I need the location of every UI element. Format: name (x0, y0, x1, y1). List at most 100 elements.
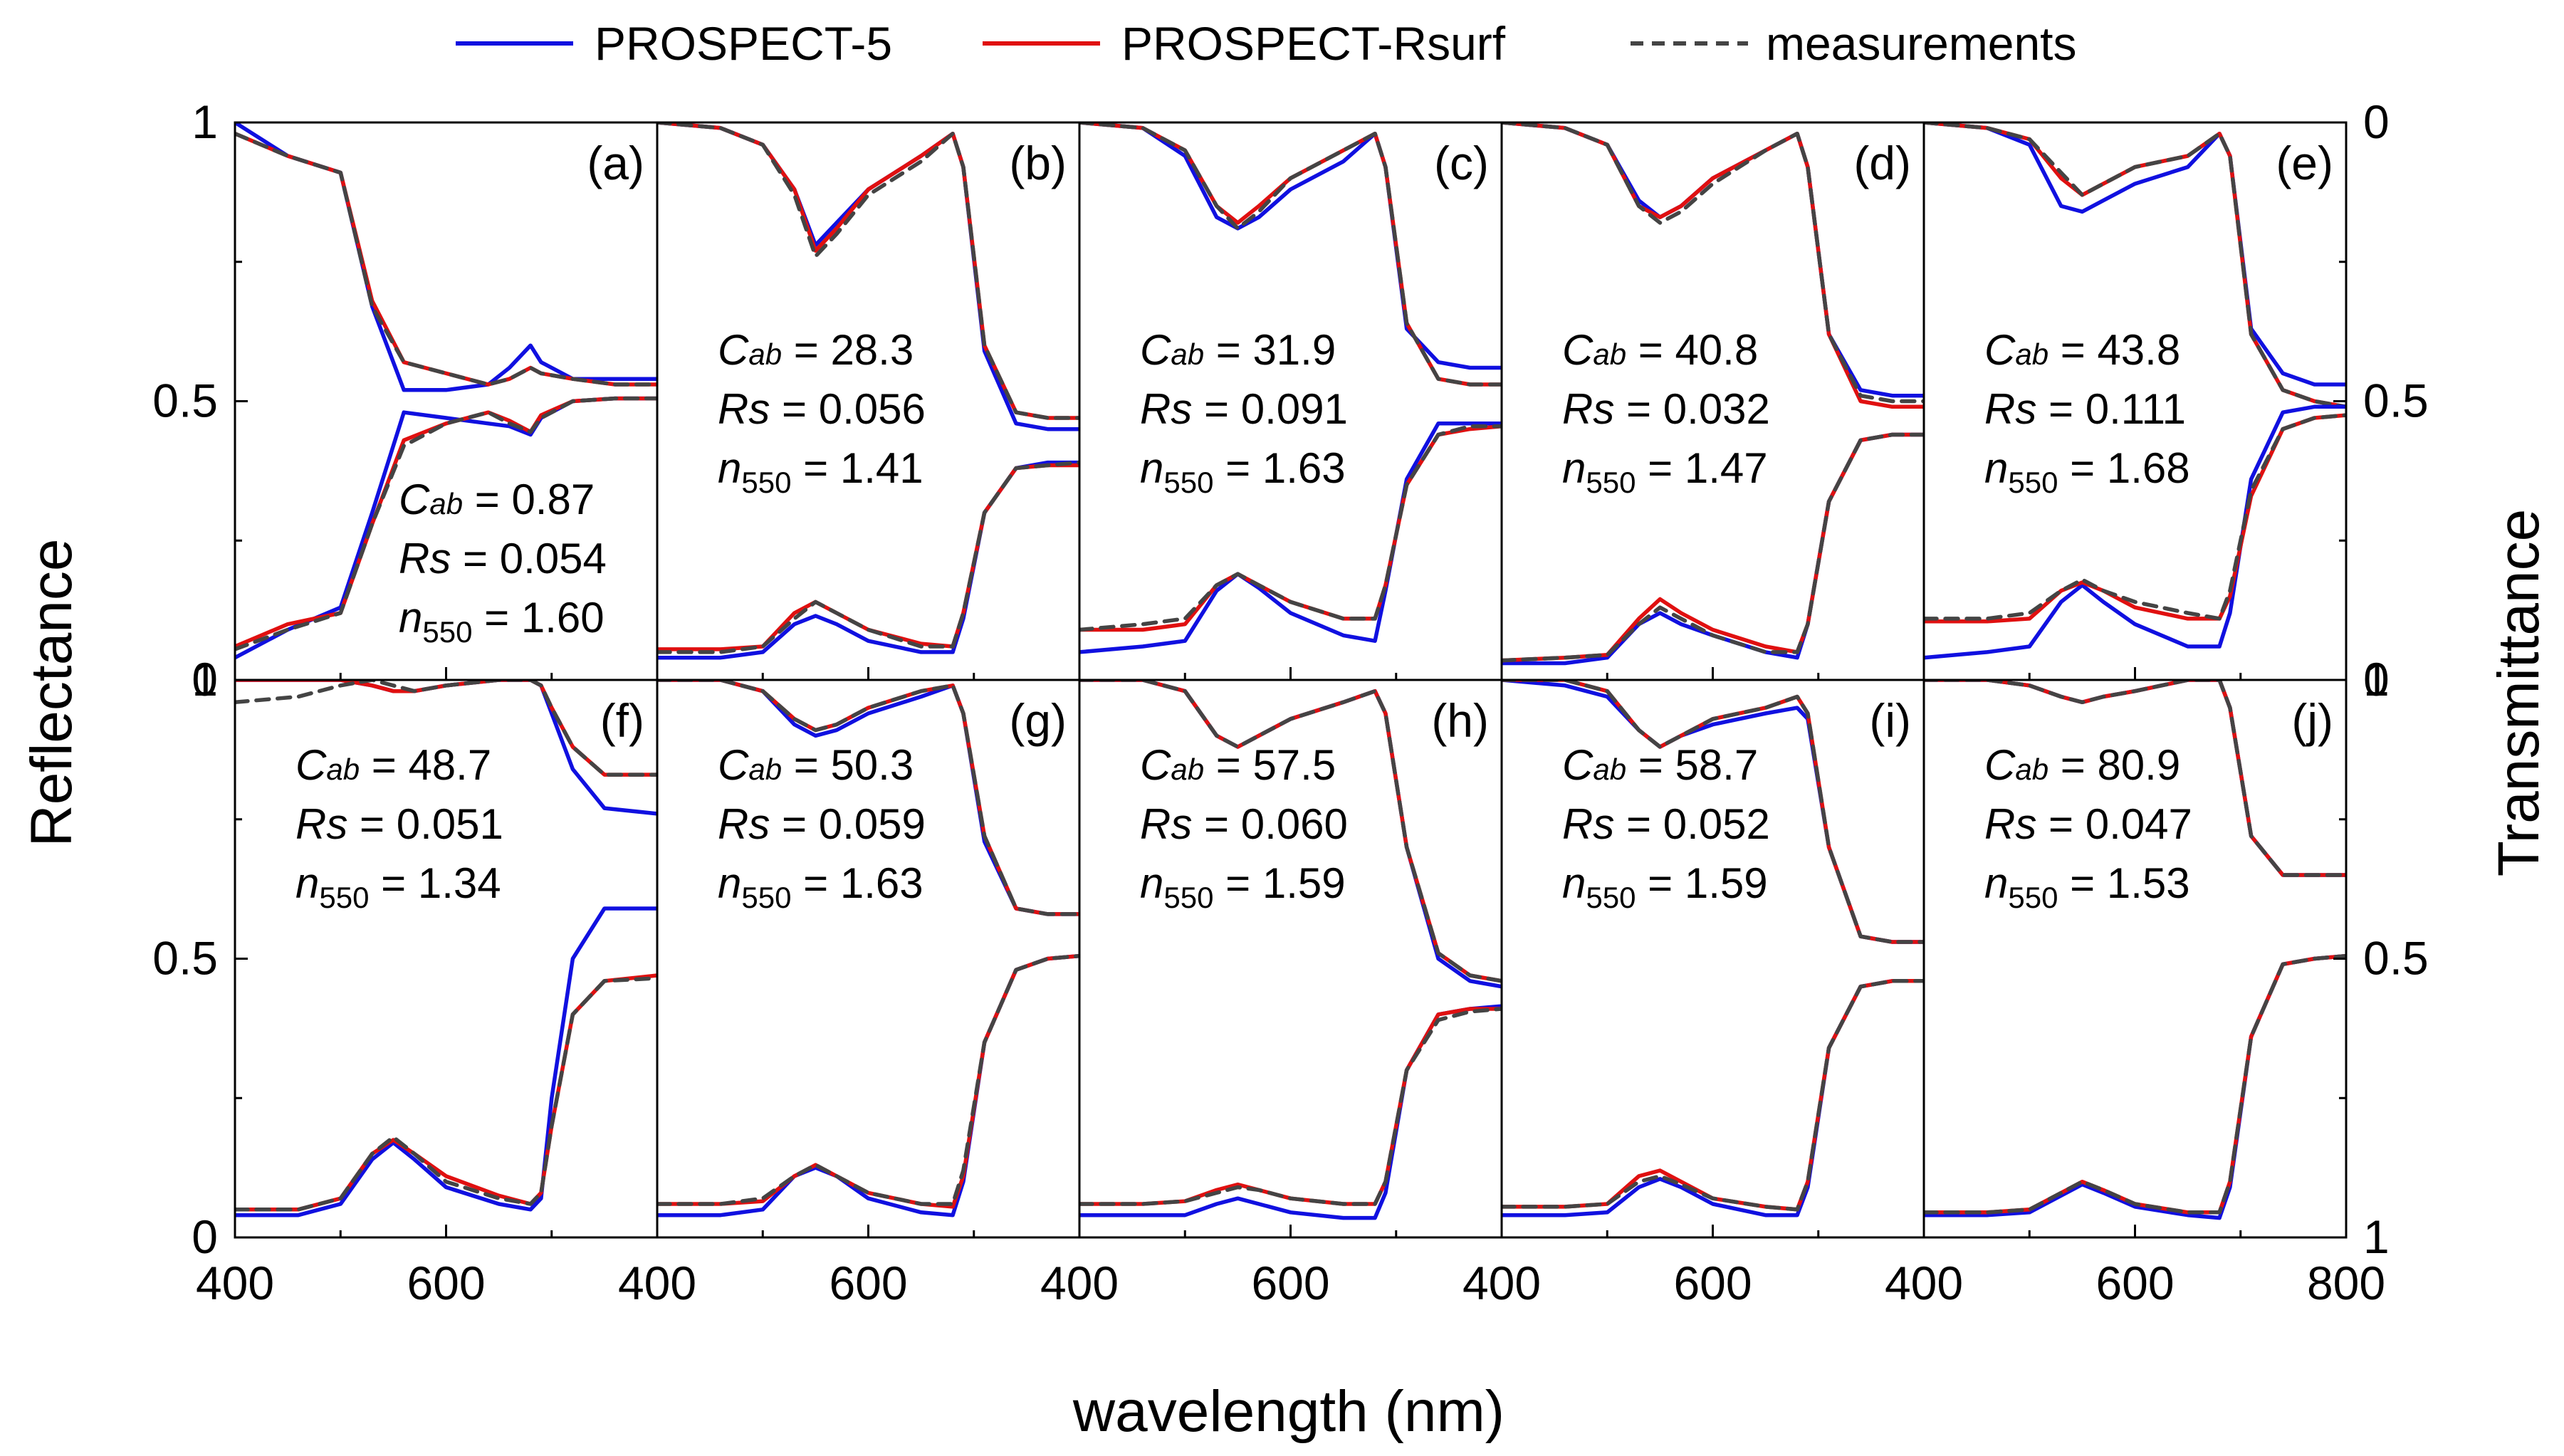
panel-curves (1924, 122, 2346, 660)
right-y-tick-label: 1 (2363, 653, 2390, 706)
parameter-text: n550 = 1.68 (1984, 444, 2190, 499)
transmittance-line-measurements (657, 122, 1079, 420)
reflectance-line-prospect-rsurf (235, 973, 657, 1212)
parameter-text: n550 = 1.59 (1140, 859, 1346, 914)
transmittance-line-measurements (1502, 680, 1924, 944)
parameter-text: Cab = 48.7 (295, 741, 491, 789)
reflectance-line-prospect5 (1924, 404, 2346, 660)
parameter-text: Rs = 0.054 (399, 535, 607, 582)
reflectance-line-prospect5 (1079, 421, 1502, 654)
x-tick-label: 400 (1462, 1257, 1541, 1309)
parameter-text: Cab = 80.9 (1984, 741, 2180, 789)
panel-label: (i) (1869, 694, 1911, 747)
x-tick-label: 400 (618, 1257, 696, 1309)
panel-curves (235, 122, 657, 660)
reflectance-line-measurements (1924, 953, 2346, 1215)
transmittance-line-prospect5 (1924, 122, 2346, 387)
right-y-tick-label: 0 (2363, 653, 2390, 706)
left-y-tick-label: 0.5 (152, 375, 218, 427)
transmittance-line-measurements (235, 131, 657, 387)
panel-label: (f) (600, 694, 644, 747)
transmittance-line-measurements (1924, 122, 2346, 409)
panel-label: (c) (1434, 137, 1489, 189)
reflectance-line-prospect-rsurf (1502, 979, 1924, 1212)
reflectance-line-measurements (657, 953, 1079, 1206)
panel-label: (a) (587, 137, 644, 189)
x-tick-label: 400 (1885, 1257, 1963, 1309)
panel-label: (h) (1431, 694, 1489, 747)
panel-f: (f) Cab = 48.7 Rs = 0.051 n550 = 1.34 (234, 679, 659, 1239)
left-y-tick-label: 0.5 (152, 932, 218, 985)
panel-a: (a) Cab = 0.87 Rs = 0.054 n550 = 1.60 (234, 121, 659, 681)
x-tick-label: 600 (1251, 1257, 1329, 1309)
parameter-text: Cab = 57.5 (1140, 741, 1336, 789)
legend: PROSPECT-5 PROSPECT-Rsurf measurements (456, 17, 2077, 70)
panel-curves (1079, 680, 1502, 1220)
x-axis-title: wavelength (nm) (1072, 1379, 1505, 1444)
parameter-text: Cab = 28.3 (718, 326, 914, 374)
reflectance-line-measurements (235, 396, 657, 651)
parameter-text: Cab = 0.87 (399, 476, 595, 523)
transmittance-line-measurements (1079, 122, 1502, 387)
parameter-text: n550 = 1.34 (295, 859, 501, 914)
transmittance-line-measurements (1079, 680, 1502, 983)
panel-h: (h) Cab = 57.5 Rs = 0.060 n550 = 1.59 (1078, 679, 1503, 1239)
parameter-text: Rs = 0.091 (1140, 385, 1348, 433)
panel-e: (e) Cab = 43.8 Rs = 0.111 n550 = 1.68 (1922, 121, 2348, 681)
reflectance-line-measurements (657, 460, 1079, 654)
parameter-text: Rs = 0.056 (718, 385, 926, 433)
transmittance-line-measurements (235, 680, 657, 777)
transmittance-line-measurements (1502, 122, 1924, 404)
reflectance-line-measurements (235, 976, 657, 1212)
reflectance-line-prospect-rsurf (657, 953, 1079, 1209)
reflectance-line-prospect5 (1079, 1004, 1502, 1220)
reflectance-line-prospect5 (235, 906, 657, 1217)
panel-i: (i) Cab = 58.7 Rs = 0.052 n550 = 1.59 (1500, 679, 1925, 1239)
parameter-text: n550 = 1.63 (1140, 444, 1346, 499)
parameter-text: Cab = 40.8 (1562, 326, 1758, 374)
parameter-text: Rs = 0.059 (718, 800, 926, 848)
parameter-text: Cab = 43.8 (1984, 326, 2180, 374)
panel-label: (e) (2276, 137, 2333, 189)
parameter-text: n550 = 1.47 (1562, 444, 1768, 499)
panel-label: (j) (2291, 694, 2333, 747)
reflectance-line-measurements (1924, 413, 2346, 621)
panel-d: (d) Cab = 40.8 Rs = 0.032 n550 = 1.47 (1500, 121, 1925, 681)
x-tick-label: 400 (1040, 1257, 1119, 1309)
x-tick-label: 600 (1673, 1257, 1752, 1309)
panel-grid: (a) Cab = 0.87 Rs = 0.054 n550 = 1.60 (b) Cab… (234, 121, 2348, 1239)
reflectance-line-prospect-rsurf (657, 463, 1079, 651)
legend-label-prospect5: PROSPECT-5 (595, 17, 892, 70)
legend-label-prospect-rsurf: PROSPECT-Rsurf (1121, 17, 1506, 70)
panel-j: (j) Cab = 80.9 Rs = 0.047 n550 = 1.53 (1922, 679, 2348, 1239)
y-axis-title-reflectance: Reflectance (19, 538, 84, 847)
panel-curves (1502, 122, 1924, 666)
panel-curves (1079, 122, 1502, 654)
y-axis-title-transmittance: Transmittance (2486, 509, 2551, 876)
reflectance-line-prospect-rsurf (1924, 953, 2346, 1215)
panel-label: (d) (1853, 137, 1911, 189)
right-y-tick-label: 0.5 (2363, 932, 2429, 985)
panel-label: (g) (1009, 694, 1067, 747)
parameter-text: n550 = 1.53 (1984, 859, 2190, 914)
reflectance-line-measurements (1079, 424, 1502, 632)
parameter-text: Rs = 0.060 (1140, 800, 1348, 848)
left-y-tick-label: 1 (192, 95, 218, 148)
parameter-text: Rs = 0.051 (295, 800, 503, 848)
left-y-tick-label: 0 (192, 1210, 218, 1263)
transmittance-line-measurements (1924, 680, 2346, 877)
x-tick-label: 800 (2307, 1257, 2385, 1309)
right-y-tick-label: 0 (2363, 95, 2390, 148)
parameter-text: Cab = 31.9 (1140, 326, 1336, 374)
reflectance-line-measurements (1079, 1007, 1502, 1206)
parameter-text: n550 = 1.59 (1562, 859, 1768, 914)
transmittance-line-prospect5 (1079, 122, 1502, 370)
panel-curves (1924, 680, 2346, 1220)
panel-c: (c) Cab = 31.9 Rs = 0.091 n550 = 1.63 (1078, 121, 1503, 681)
x-tick-label: 600 (407, 1257, 485, 1309)
panel-g: (g) Cab = 50.3 Rs = 0.059 n550 = 1.63 (656, 679, 1081, 1239)
panel-curves (1502, 680, 1924, 1217)
reflectance-line-prospect5 (657, 953, 1079, 1217)
parameter-text: Cab = 58.7 (1562, 741, 1758, 789)
